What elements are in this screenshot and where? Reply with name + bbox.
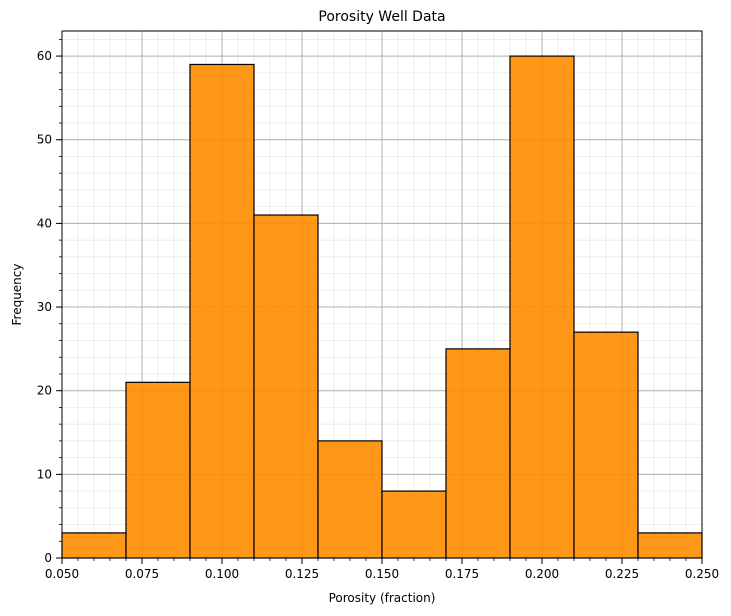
x-tick-label: 0.200 [525, 567, 559, 581]
x-tick-label: 0.075 [125, 567, 159, 581]
y-axis-label: Frequency [10, 264, 24, 326]
histogram-bar [317, 440, 383, 559]
histogram-bar [637, 532, 703, 559]
histogram-bar [509, 55, 575, 559]
x-tick-label: 0.150 [365, 567, 399, 581]
y-ticks: 0 10 20 30 40 50 60 [37, 38, 62, 565]
y-tick-label: 40 [37, 216, 52, 230]
chart-title: Porosity Well Data [318, 9, 445, 25]
y-tick-label: 50 [37, 133, 52, 147]
histogram-bar [61, 532, 127, 559]
y-tick-label: 20 [37, 384, 52, 398]
y-tick-label: 10 [37, 467, 52, 481]
x-tick-label: 0.250 [685, 567, 719, 581]
y-tick-label: 30 [37, 300, 52, 314]
histogram-bar [445, 348, 511, 559]
x-tick-label: 0.100 [205, 567, 239, 581]
x-tick-label: 0.175 [445, 567, 479, 581]
x-tick-label: 0.225 [605, 567, 639, 581]
x-ticks: 0.050 0.075 0.100 0.125 0.150 0.175 0.200 0.225… [45, 558, 719, 581]
histogram-bar [381, 490, 447, 559]
histogram-bar [189, 63, 255, 559]
histogram-bar [573, 331, 639, 559]
histogram-bar [125, 381, 191, 559]
x-axis-label: Porosity (fraction) [329, 591, 436, 605]
histogram-bar [253, 214, 319, 559]
y-tick-label: 60 [37, 49, 52, 63]
x-tick-label: 0.050 [45, 567, 79, 581]
x-tick-label: 0.125 [285, 567, 319, 581]
y-tick-label: 0 [44, 551, 52, 565]
